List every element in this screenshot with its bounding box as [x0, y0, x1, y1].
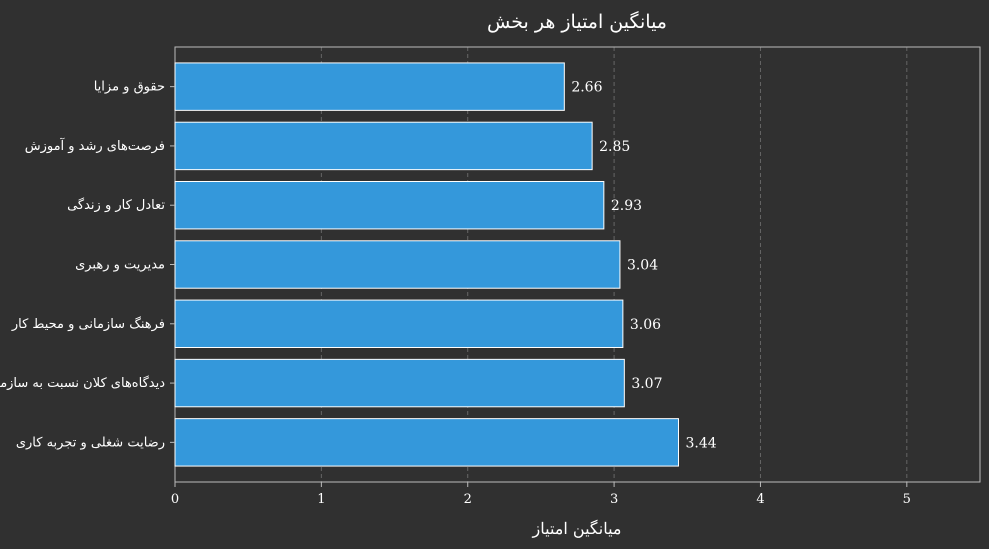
bar — [174, 240, 621, 289]
category-label: حقوق و مزایا — [94, 80, 165, 95]
value-label: 3.06 — [630, 317, 661, 333]
bar — [174, 418, 679, 467]
x-axis-label: میانگین امتیاز — [532, 519, 622, 538]
value-label: 3.04 — [627, 258, 658, 274]
bar — [174, 121, 593, 171]
category-label: مدیریت و رهبری — [75, 258, 165, 273]
bar — [174, 181, 605, 230]
category-label: رضایت شغلی و تجربه کاری — [16, 435, 165, 450]
value-label: 2.85 — [599, 139, 630, 155]
category-label: تعادل کار و زندگی — [67, 197, 165, 213]
bar — [174, 299, 624, 349]
x-tick-label: 4 — [756, 492, 764, 507]
x-tick-label: 5 — [903, 492, 911, 507]
value-label: 2.66 — [571, 80, 602, 96]
x-tick-label: 2 — [464, 492, 472, 507]
x-tick-label: 1 — [317, 492, 325, 507]
x-ticks: 0 1 2 3 4 5 — [171, 482, 911, 507]
category-label: فرصت‌های رشد و آموزش — [25, 137, 165, 154]
category-label: دیدگاه‌های کلان نسبت به سازمان — [0, 375, 165, 391]
value-label: 2.93 — [611, 198, 642, 214]
x-tick-label: 3 — [610, 492, 618, 507]
bar — [174, 62, 565, 111]
category-labels: حقوق و مزایا فرصت‌های رشد و آموزش تعادل کا… — [0, 80, 175, 450]
value-labels: 2.66 2.85 2.93 3.04 3.06 3.07 3.44 — [571, 80, 716, 452]
value-label: 3.07 — [631, 376, 662, 392]
value-label: 3.44 — [685, 435, 716, 451]
category-label: فرهنگ سازمانی و محیط کار — [11, 316, 165, 332]
bar — [174, 358, 625, 408]
x-tick-label: 0 — [171, 492, 179, 507]
chart-title: میانگین امتیاز هر بخش — [487, 10, 667, 33]
bars — [174, 62, 679, 467]
